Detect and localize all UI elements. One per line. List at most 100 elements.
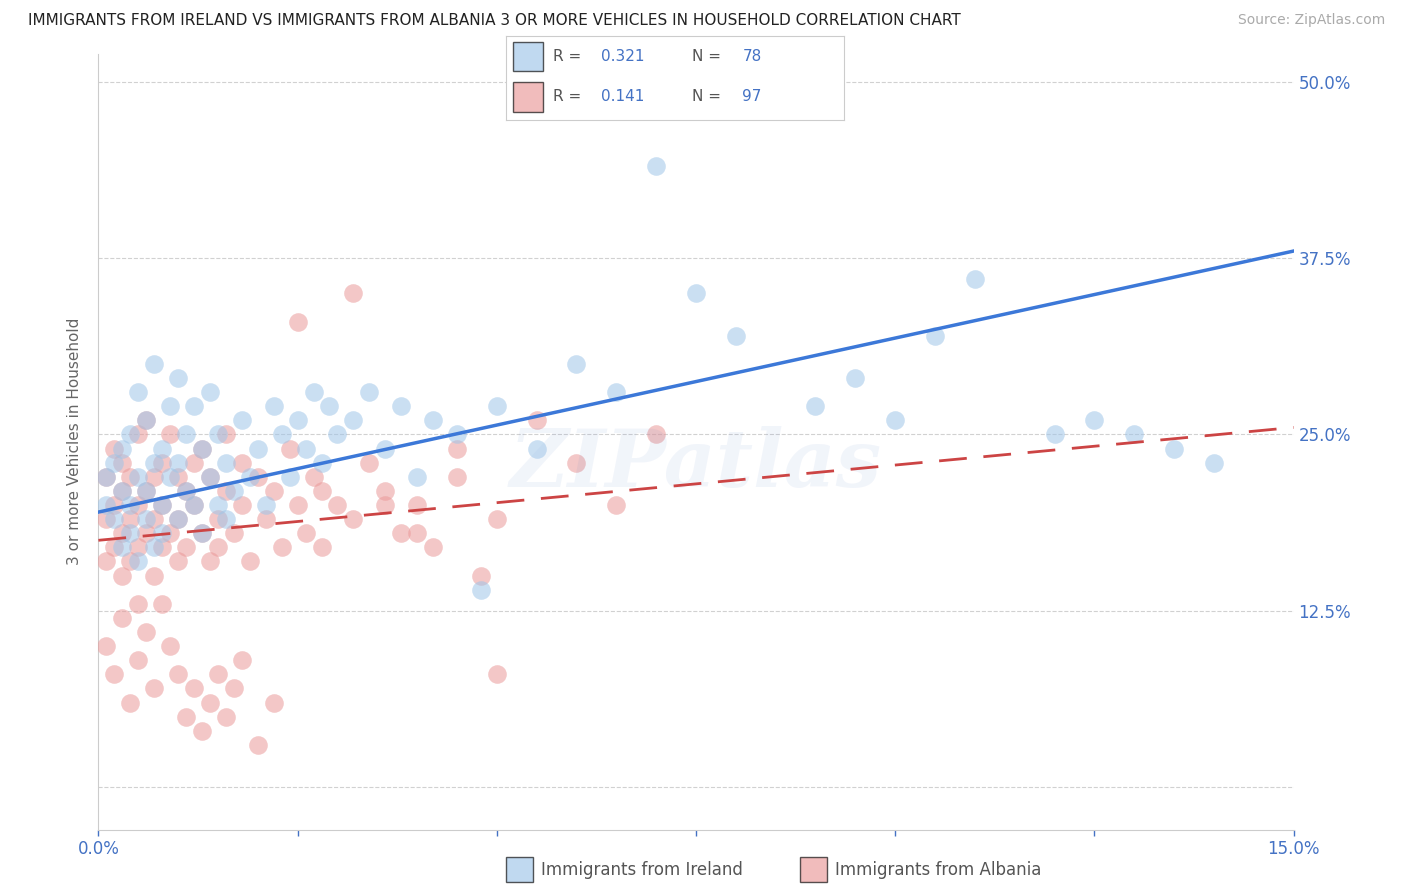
Point bbox=[150, 498, 173, 512]
Point bbox=[127, 498, 149, 512]
Point bbox=[302, 470, 325, 484]
Point bbox=[1163, 442, 1185, 456]
Point bbox=[359, 456, 381, 470]
Point bbox=[263, 483, 285, 498]
Point bbox=[342, 512, 364, 526]
Point bbox=[198, 696, 221, 710]
Point bbox=[311, 541, 333, 555]
Point bbox=[239, 554, 262, 568]
Point bbox=[406, 526, 429, 541]
Point bbox=[804, 399, 827, 413]
Point bbox=[111, 456, 134, 470]
Point bbox=[526, 413, 548, 427]
Point bbox=[565, 357, 588, 371]
Point bbox=[685, 286, 707, 301]
Point bbox=[135, 413, 157, 427]
Text: Immigrants from Ireland: Immigrants from Ireland bbox=[541, 861, 742, 879]
Point bbox=[111, 541, 134, 555]
Point bbox=[565, 456, 588, 470]
Point bbox=[406, 470, 429, 484]
Point bbox=[127, 554, 149, 568]
Point bbox=[103, 667, 125, 681]
Point bbox=[326, 498, 349, 512]
Point bbox=[150, 442, 173, 456]
Point bbox=[1123, 427, 1146, 442]
Point bbox=[183, 498, 205, 512]
Point bbox=[111, 483, 134, 498]
Text: Source: ZipAtlas.com: Source: ZipAtlas.com bbox=[1237, 13, 1385, 28]
Point bbox=[120, 470, 142, 484]
Point bbox=[215, 512, 238, 526]
Point bbox=[111, 568, 134, 582]
Point bbox=[231, 498, 253, 512]
Point bbox=[389, 399, 412, 413]
Point bbox=[159, 470, 181, 484]
Point bbox=[254, 512, 277, 526]
Text: ZIPatlas: ZIPatlas bbox=[510, 426, 882, 504]
Point bbox=[374, 498, 396, 512]
Point bbox=[191, 442, 214, 456]
Point bbox=[150, 456, 173, 470]
Point bbox=[207, 498, 229, 512]
Point bbox=[103, 456, 125, 470]
Point bbox=[844, 371, 866, 385]
Point bbox=[135, 483, 157, 498]
Point bbox=[167, 371, 190, 385]
Point bbox=[246, 738, 269, 752]
Point bbox=[207, 512, 229, 526]
Point bbox=[174, 483, 197, 498]
Point bbox=[246, 442, 269, 456]
Point bbox=[183, 399, 205, 413]
Point bbox=[96, 554, 118, 568]
Point bbox=[246, 470, 269, 484]
Point bbox=[287, 413, 309, 427]
Point bbox=[215, 427, 238, 442]
Point bbox=[150, 498, 173, 512]
Text: R =: R = bbox=[554, 48, 582, 63]
Point bbox=[111, 526, 134, 541]
Point bbox=[150, 526, 173, 541]
Point bbox=[215, 709, 238, 723]
Point bbox=[111, 611, 134, 625]
Point bbox=[485, 667, 508, 681]
Point bbox=[127, 385, 149, 400]
Point bbox=[198, 470, 221, 484]
Point bbox=[167, 512, 190, 526]
Point bbox=[374, 442, 396, 456]
Text: IMMIGRANTS FROM IRELAND VS IMMIGRANTS FROM ALBANIA 3 OR MORE VEHICLES IN HOUSEHO: IMMIGRANTS FROM IRELAND VS IMMIGRANTS FR… bbox=[28, 13, 960, 29]
Point bbox=[1043, 427, 1066, 442]
Point bbox=[222, 483, 245, 498]
Point bbox=[167, 512, 190, 526]
FancyBboxPatch shape bbox=[506, 857, 533, 882]
Text: Immigrants from Albania: Immigrants from Albania bbox=[835, 861, 1042, 879]
Point bbox=[159, 427, 181, 442]
Point bbox=[1083, 413, 1105, 427]
Point bbox=[127, 541, 149, 555]
Point bbox=[135, 625, 157, 640]
Point bbox=[120, 512, 142, 526]
Point bbox=[231, 456, 253, 470]
Point bbox=[263, 696, 285, 710]
Point bbox=[198, 554, 221, 568]
Point bbox=[174, 709, 197, 723]
Point bbox=[422, 413, 444, 427]
Point bbox=[222, 526, 245, 541]
Point bbox=[485, 399, 508, 413]
Point bbox=[143, 541, 166, 555]
Text: 0.321: 0.321 bbox=[600, 48, 644, 63]
Point bbox=[207, 541, 229, 555]
Point bbox=[159, 399, 181, 413]
Point bbox=[270, 427, 292, 442]
Point bbox=[135, 413, 157, 427]
Point bbox=[470, 582, 492, 597]
Point bbox=[215, 456, 238, 470]
Point bbox=[120, 526, 142, 541]
Point bbox=[215, 483, 238, 498]
Point bbox=[150, 541, 173, 555]
Point bbox=[359, 385, 381, 400]
Point bbox=[103, 512, 125, 526]
Point bbox=[924, 328, 946, 343]
Point bbox=[311, 483, 333, 498]
Point bbox=[270, 541, 292, 555]
Point bbox=[96, 498, 118, 512]
